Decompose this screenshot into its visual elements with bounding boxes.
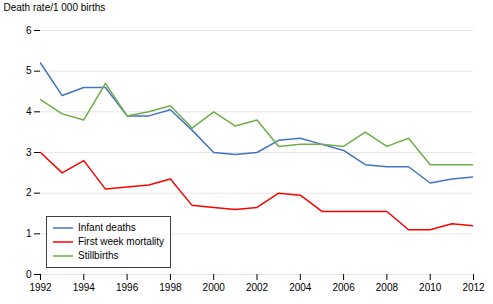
svg-text:2008: 2008 xyxy=(376,282,399,293)
svg-text:1992: 1992 xyxy=(29,282,52,293)
svg-text:2002: 2002 xyxy=(246,282,269,293)
svg-text:2000: 2000 xyxy=(203,282,226,293)
svg-text:2006: 2006 xyxy=(332,282,355,293)
svg-text:2004: 2004 xyxy=(289,282,312,293)
svg-text:5: 5 xyxy=(26,65,32,76)
svg-text:4: 4 xyxy=(26,106,32,117)
svg-text:2010: 2010 xyxy=(419,282,442,293)
svg-text:3: 3 xyxy=(26,147,32,158)
html-text:First week mortality: First week mortality xyxy=(78,236,165,247)
svg-text:1: 1 xyxy=(26,228,32,239)
svg-text:1998: 1998 xyxy=(159,282,182,293)
svg-text:2012: 2012 xyxy=(462,282,485,293)
svg-text:Death rate/1 000 births: Death rate/1 000 births xyxy=(4,2,106,13)
svg-text:1994: 1994 xyxy=(73,282,96,293)
html-text:Stillbirths: Stillbirths xyxy=(78,250,119,261)
svg-text:2: 2 xyxy=(26,187,32,198)
svg-text:0: 0 xyxy=(26,269,32,280)
svg-text:1996: 1996 xyxy=(116,282,139,293)
svg-text:6: 6 xyxy=(26,25,32,36)
html-text:Infant deaths: Infant deaths xyxy=(78,222,136,233)
